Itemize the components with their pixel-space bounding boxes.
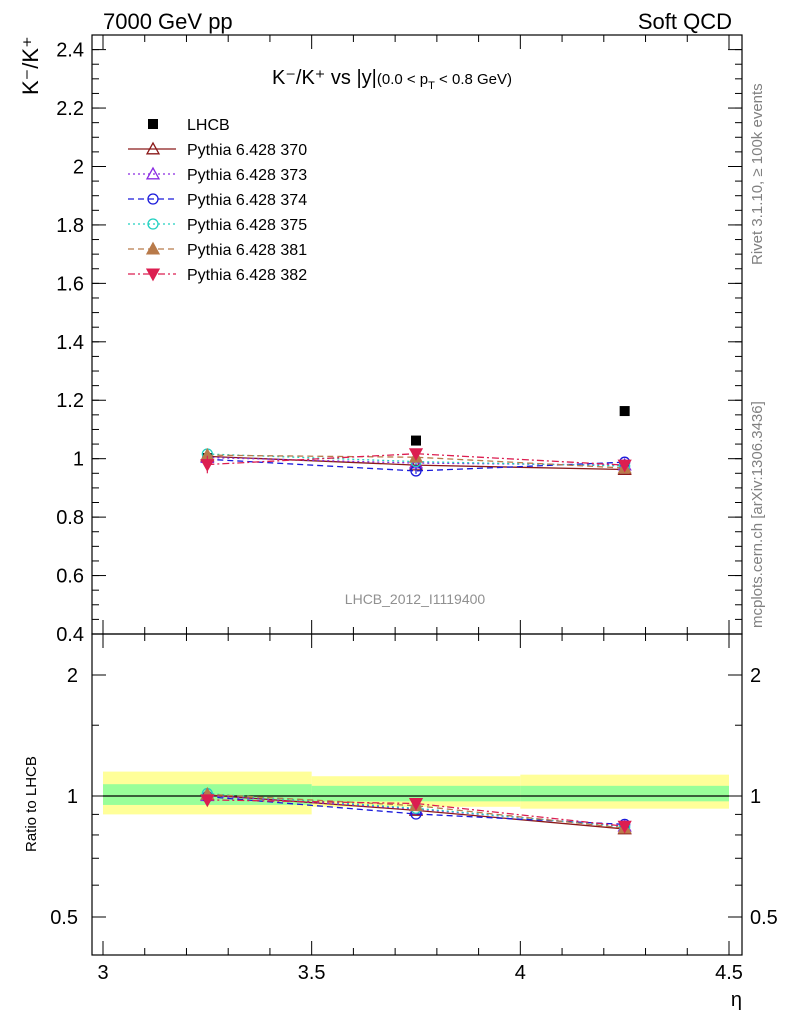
x-axis-label: η [731,989,742,1011]
ratio-panel: 3 3.5 4 4.5 0.5 0.5 1 1 2 2 [50,633,778,984]
legend-marker [147,218,159,230]
y-tick-label: 2.2 [56,98,84,120]
legend-label: Pythia 6.428 382 [187,267,307,284]
y-tick-label: 1 [73,449,84,471]
legend-entry: Pythia 6.428 381 [128,241,307,259]
y-tick-label: 2 [73,156,84,178]
ratio-data-point [408,798,424,811]
legend-marker [145,141,161,155]
plot-title-main: K⁻/K⁺ vs |y| [272,67,377,89]
legend-entry: Pythia 6.428 373 [128,166,307,184]
plot-title-cut-tail: < 0.8 GeV) [435,71,512,88]
x-tick-label: 4.5 [715,962,743,984]
side-label-rivet: Rivet 3.1.10, ≥ 100k events [749,83,766,265]
ratio-y-tick-label-right: 2 [750,665,761,687]
legend-marker [145,241,161,255]
ratio-ylabel: Ratio to LHCB [23,756,40,852]
legend-label: Pythia 6.428 370 [187,142,307,159]
data-point [619,406,630,417]
header-right: Soft QCD [638,9,732,34]
x-tick-label: 3.5 [298,962,326,984]
ratio-band-inner [520,785,729,802]
legend-label: Pythia 6.428 381 [187,242,307,259]
legend-label: LHCB [187,117,230,134]
y-tick-label: 1.4 [56,332,84,354]
main-panel: 0.4 0.6 0.8 1 1.2 1.4 1.6 1.8 2 2.2 2.4 [56,34,743,955]
y-tick-label: 2.4 [56,40,84,62]
analysis-label: LHCB_2012_I1119400 [345,591,486,607]
ratio-frame [91,633,743,956]
ratio-band-inner [311,785,521,802]
main-series [200,448,632,474]
ratio-y-tick-label-right: 0.5 [750,907,778,929]
legend-marker [145,166,161,180]
main-ylabel: K⁻/K⁺ [18,36,43,95]
ratio-y-tick-label: 2 [67,665,78,687]
series-line [207,453,625,466]
legend-entry: Pythia 6.428 370 [128,141,307,159]
ratio-y-tick-label: 0.5 [50,907,78,929]
plot-title-cut-sub: T [428,80,435,92]
legend-marker [148,119,158,129]
legend-entry: Pythia 6.428 375 [128,217,307,234]
data-point [200,459,215,472]
x-tick-label: 3 [97,962,108,984]
ratio-y-tick-label-right: 1 [750,786,761,808]
ratio-y-tick-label: 1 [67,786,78,808]
legend-label: Pythia 6.428 374 [187,192,307,209]
y-tick-label: 1.6 [56,273,84,295]
legend-label: Pythia 6.428 373 [187,167,307,184]
plot-title: K⁻/K⁺ vs |y|(0.0 < pT < 0.8 GeV) [272,67,512,92]
ratio-series [200,794,632,834]
x-tick-label: 4 [515,962,526,984]
legend-entry: Pythia 6.428 374 [128,192,307,209]
plot-title-cut: (0.0 < p [377,71,428,88]
y-tick-label: 0.6 [56,566,84,588]
data-point [408,448,424,462]
data-point [411,435,421,446]
y-tick-label: 1.2 [56,390,84,412]
legend-label: Pythia 6.428 375 [187,217,307,234]
ratio-series-line [207,799,625,827]
y-tick-label: 0.8 [56,507,84,529]
side-label-mcplots: mcplots.cern.ch [arXiv:1306.3436] [749,401,766,628]
header-left: 7000 GeV pp [103,9,233,34]
legend: LHCB Pythia 6.428 370 Pythia 6.428 373 Pyth… [128,117,307,284]
legend-entry: Pythia 6.428 382 [128,267,307,284]
legend-marker [147,193,159,205]
data-point [617,459,632,473]
legend-marker [145,268,161,282]
ratio-data-point [617,820,632,834]
ratio-data-point [200,794,215,808]
y-tick-label: 0.4 [56,624,84,646]
y-tick-label: 1.8 [56,215,84,237]
legend-entry: LHCB [148,117,230,134]
